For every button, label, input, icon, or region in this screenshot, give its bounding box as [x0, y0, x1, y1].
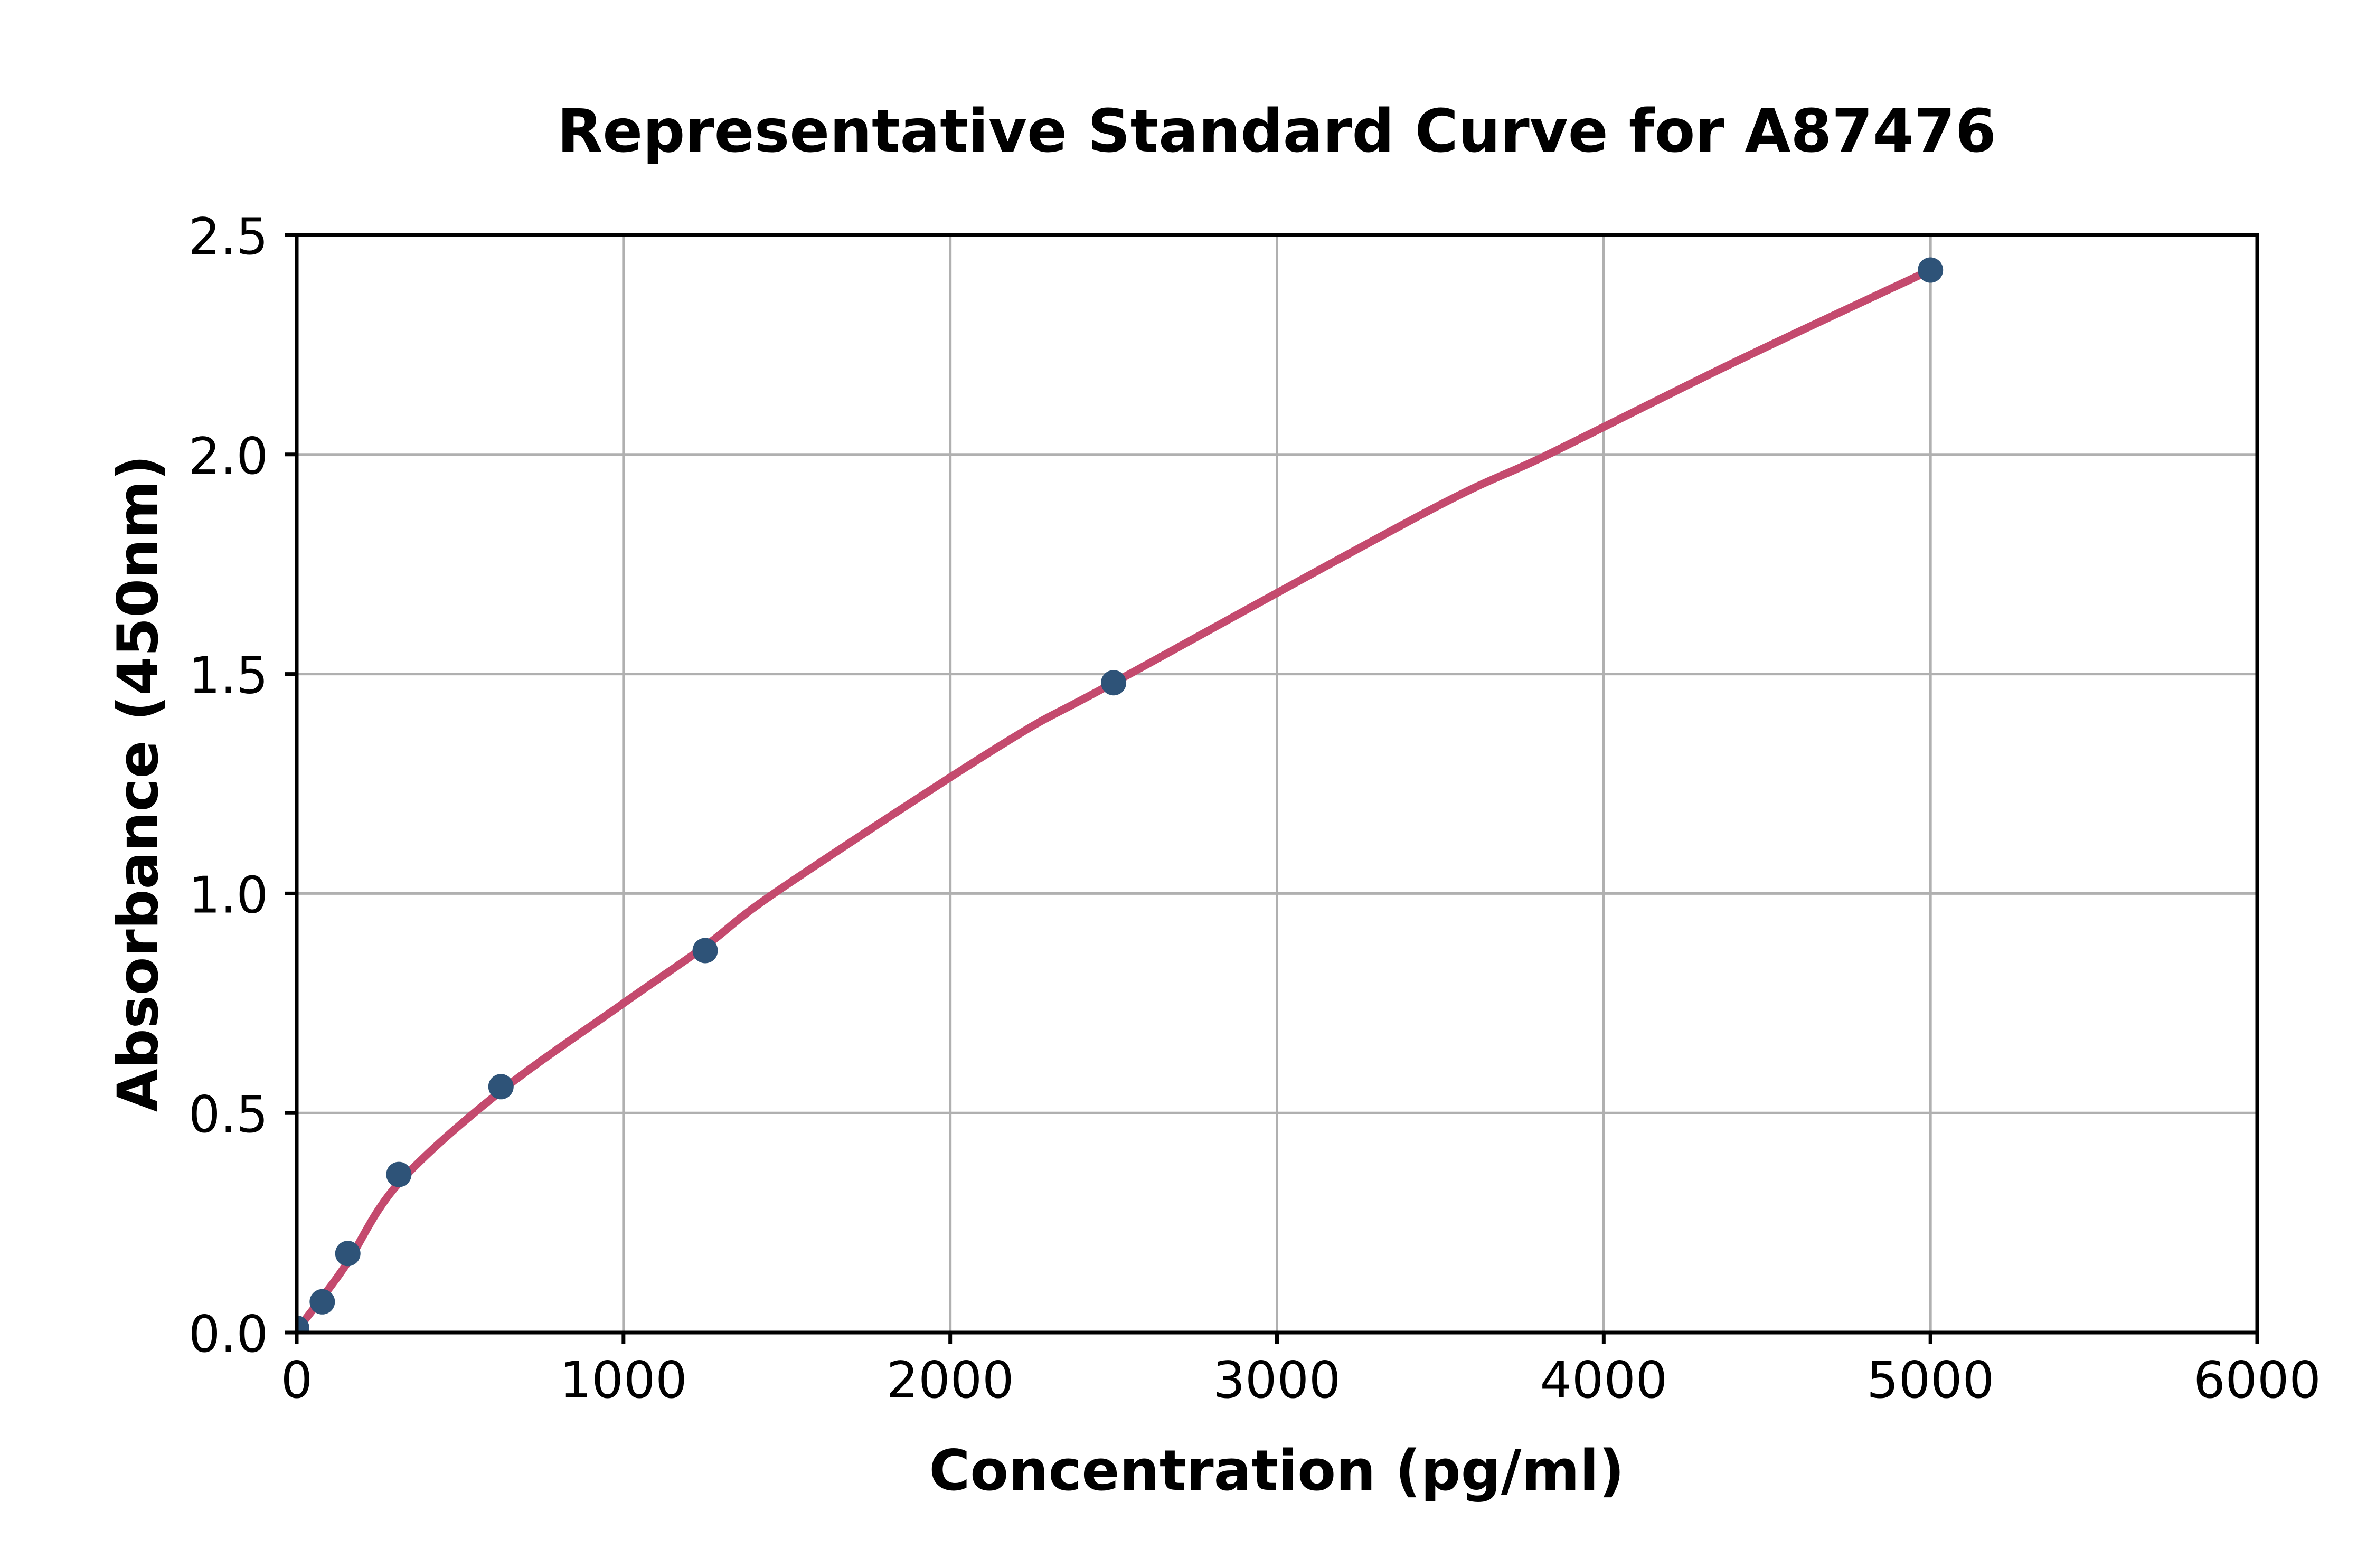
x-axis-label: Concentration (pg/ml) — [929, 1438, 1624, 1503]
y-tick-label: 2.0 — [188, 428, 268, 486]
x-tick-label: 1000 — [560, 1352, 687, 1410]
fit-curve-line — [297, 266, 1935, 1333]
data-point-marker — [1101, 670, 1127, 696]
data-point-marker — [297, 1315, 309, 1333]
y-axis-label: Absorbance (450nm) — [106, 455, 171, 1112]
data-point-marker — [692, 938, 718, 964]
x-tick-label: 2000 — [887, 1352, 1014, 1410]
y-tick-label: 1.5 — [188, 647, 268, 705]
x-axis: 0 1000 2000 3000 4000 5000 6000 — [281, 1333, 2321, 1410]
x-tick-label: 0 — [281, 1352, 313, 1410]
x-tick-label: 5000 — [1866, 1352, 1994, 1410]
x-tick-label: 3000 — [1213, 1352, 1341, 1410]
grid-lines — [295, 233, 2259, 1334]
data-point-marker — [386, 1161, 412, 1187]
y-tick-label: 0.5 — [188, 1086, 268, 1144]
data-point-marker — [335, 1241, 361, 1267]
data-point-marker — [309, 1289, 335, 1315]
chart-title: Representative Standard Curve for A87476 — [557, 97, 1996, 166]
y-tick-label: 0.0 — [188, 1306, 268, 1364]
data-point-marker — [1918, 257, 1944, 283]
y-axis: 0.0 0.5 1.0 1.5 2.0 2.5 — [188, 208, 297, 1364]
x-tick-label: 4000 — [1540, 1352, 1667, 1410]
data-points — [297, 257, 1944, 1333]
y-tick-label: 2.5 — [188, 208, 268, 266]
x-tick-label: 6000 — [2193, 1352, 2321, 1410]
y-tick-label: 1.0 — [188, 866, 268, 924]
data-point-marker — [488, 1074, 514, 1100]
